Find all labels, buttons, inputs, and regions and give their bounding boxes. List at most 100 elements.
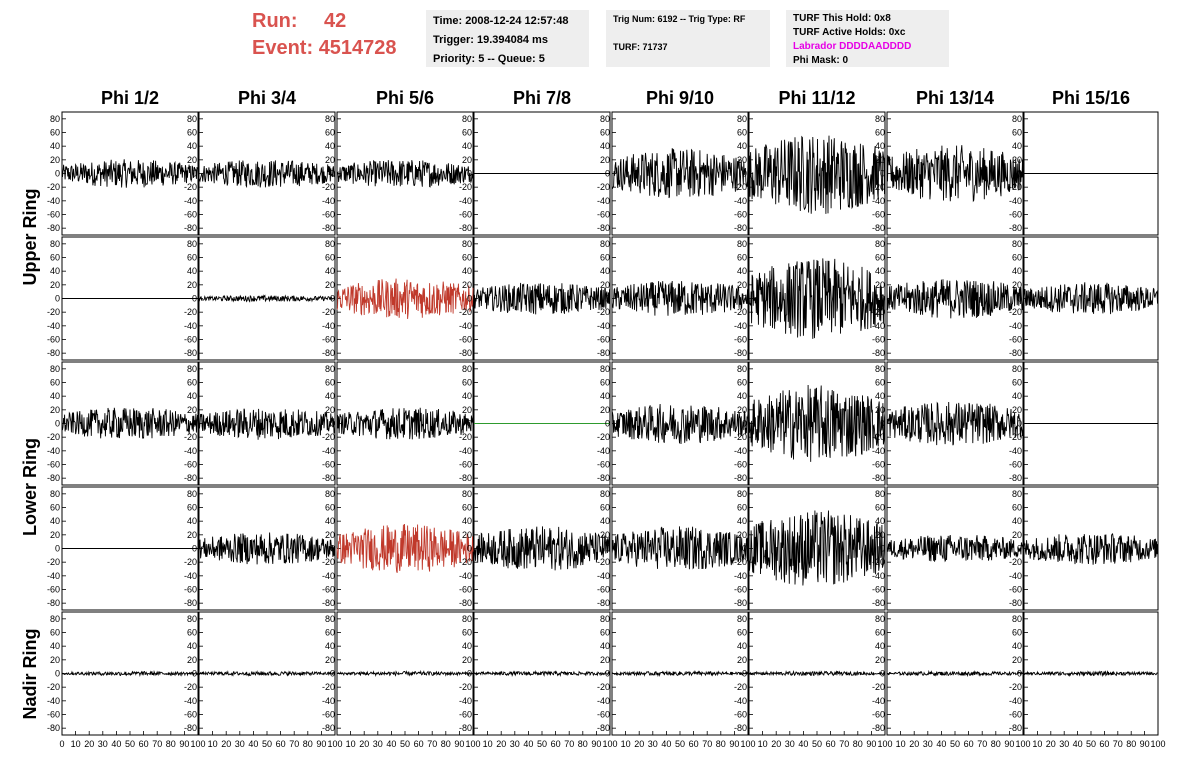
x-tick-label: 50 (400, 739, 410, 749)
y-tick-label: -20 (597, 557, 610, 567)
y-tick-label: 60 (50, 253, 60, 263)
y-tick-label: -20 (597, 682, 610, 692)
x-tick-label: 70 (564, 739, 574, 749)
x-tick-label: 100 (465, 739, 480, 749)
labrador-text: Labrador DDDDAADDDD (793, 41, 912, 52)
y-tick-label: 20 (737, 155, 747, 165)
column-header-4: Phi 7/8 (513, 88, 571, 108)
y-tick-label: -20 (1009, 432, 1022, 442)
y-tick-label: 40 (325, 141, 335, 151)
x-tick-label: 10 (896, 739, 906, 749)
x-tick-label: 30 (235, 739, 245, 749)
y-tick-label: -80 (734, 723, 747, 733)
x-tick-label: 60 (1099, 739, 1109, 749)
y-tick-label: -60 (1009, 210, 1022, 220)
y-tick-label: 40 (875, 516, 885, 526)
x-tick-label: 80 (1126, 739, 1136, 749)
y-tick-label: 20 (1012, 155, 1022, 165)
waveform-trace-r3-c3 (336, 407, 474, 440)
y-tick-label: -80 (597, 348, 610, 358)
y-tick-label: 20 (325, 155, 335, 165)
y-tick-label: 60 (187, 628, 197, 638)
y-tick-label: -80 (872, 473, 885, 483)
y-tick-label: 40 (875, 391, 885, 401)
y-tick-label: 0 (605, 544, 610, 554)
y-tick-label: -80 (184, 473, 197, 483)
y-tick-label: -20 (47, 682, 60, 692)
y-tick-label: -40 (184, 696, 197, 706)
y-tick-label: 20 (187, 280, 197, 290)
y-tick-label: 20 (187, 405, 197, 415)
x-tick-label: 100 (1015, 739, 1030, 749)
waveform-trace-r1-c7 (886, 145, 1024, 203)
y-tick-label: -40 (1009, 571, 1022, 581)
y-tick-label: -20 (1009, 182, 1022, 192)
y-tick-label: -60 (47, 210, 60, 220)
y-tick-label: -80 (459, 723, 472, 733)
y-tick-label: -20 (734, 557, 747, 567)
y-tick-label: 80 (1012, 489, 1022, 499)
y-tick-label: 40 (737, 141, 747, 151)
y-tick-label: 40 (600, 141, 610, 151)
y-tick-label: -20 (322, 682, 335, 692)
x-tick-label: 10 (483, 739, 493, 749)
x-tick-label: 90 (866, 739, 876, 749)
y-tick-label: 0 (605, 294, 610, 304)
y-tick-label: 40 (187, 391, 197, 401)
y-tick-label: 0 (742, 169, 747, 179)
y-tick-label: 60 (1012, 503, 1022, 513)
y-tick-label: 20 (737, 280, 747, 290)
waveform-trace-r1-c5 (611, 148, 749, 199)
y-tick-label: -40 (47, 446, 60, 456)
waveform-trace-r5-c8 (1024, 670, 1159, 678)
y-tick-label: 60 (875, 378, 885, 388)
y-tick-label: 40 (462, 516, 472, 526)
y-tick-label: -80 (459, 473, 472, 483)
y-tick-label: -60 (597, 585, 610, 595)
x-tick-label: 80 (441, 739, 451, 749)
x-tick-label: 20 (909, 739, 919, 749)
y-tick-label: 20 (1012, 405, 1022, 415)
y-tick-label: 60 (875, 253, 885, 263)
x-tick-label: 40 (386, 739, 396, 749)
y-tick-label: -40 (872, 446, 885, 456)
y-tick-label: -20 (459, 182, 472, 192)
x-tick-label: 50 (812, 739, 822, 749)
x-tick-label: 70 (702, 739, 712, 749)
y-tick-label: -20 (184, 182, 197, 192)
y-tick-label: -60 (734, 210, 747, 220)
x-tick-label: 70 (152, 739, 162, 749)
x-tick-label: 30 (1059, 739, 1069, 749)
y-tick-label: 20 (50, 280, 60, 290)
y-tick-label: -20 (459, 557, 472, 567)
y-tick-label: 20 (600, 530, 610, 540)
y-tick-label: -40 (734, 571, 747, 581)
trig-num-text: Trig Num: 6192 -- Trig Type: RF (613, 14, 746, 24)
y-tick-label: -40 (322, 696, 335, 706)
y-tick-label: -80 (322, 223, 335, 233)
y-tick-label: 20 (462, 280, 472, 290)
y-tick-label: -80 (1009, 223, 1022, 233)
y-tick-label: 20 (1012, 655, 1022, 665)
waveform-trace-r3-c7 (886, 401, 1024, 446)
y-tick-label: 80 (462, 114, 472, 124)
waveform-trace-r2-c6 (748, 258, 886, 339)
y-tick-label: -40 (1009, 696, 1022, 706)
y-tick-label: -60 (734, 460, 747, 470)
y-tick-label: 40 (187, 141, 197, 151)
y-tick-label: -80 (47, 598, 60, 608)
y-tick-label: 20 (1012, 280, 1022, 290)
y-tick-label: 60 (737, 503, 747, 513)
y-tick-label: -20 (872, 682, 885, 692)
y-tick-label: -60 (872, 710, 885, 720)
y-tick-label: -20 (322, 307, 335, 317)
y-tick-label: -40 (322, 571, 335, 581)
x-tick-label: 100 (877, 739, 892, 749)
y-tick-label: -60 (184, 335, 197, 345)
y-tick-label: 0 (55, 544, 60, 554)
waveform-trace-r5-c6 (748, 669, 886, 677)
y-tick-label: 80 (50, 114, 60, 124)
y-tick-label: -60 (459, 710, 472, 720)
x-tick-label: 70 (839, 739, 849, 749)
y-tick-label: 80 (325, 239, 335, 249)
